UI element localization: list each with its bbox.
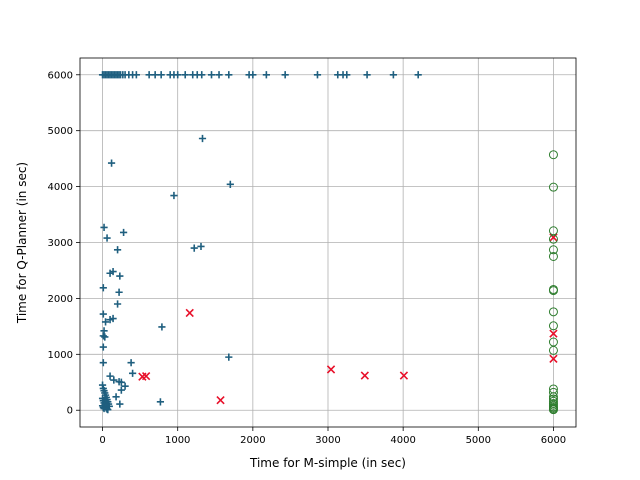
plus-point xyxy=(215,71,223,79)
plus-point xyxy=(121,382,129,390)
x-point xyxy=(216,395,225,405)
plus-point xyxy=(116,272,124,280)
y-tick-label: 4000 xyxy=(48,182,73,193)
plus-point xyxy=(225,71,233,79)
circle-point xyxy=(548,387,558,397)
plus-point xyxy=(197,242,205,251)
x-point xyxy=(399,371,409,380)
x-point xyxy=(326,365,336,374)
plus-point xyxy=(157,71,165,79)
x-tick-label: 0 xyxy=(99,435,105,446)
plus-point xyxy=(281,71,289,79)
x-point xyxy=(549,354,558,363)
circle-point xyxy=(548,182,558,192)
plus-point xyxy=(101,318,110,326)
x-tick-label: 5000 xyxy=(466,435,491,446)
plus-point xyxy=(101,333,109,341)
plus-point xyxy=(104,406,112,414)
plus-point xyxy=(145,71,153,79)
plus-point xyxy=(363,71,371,79)
y-axis-label: Time for Q-Planner (in sec) xyxy=(15,162,29,324)
circle-point xyxy=(548,286,558,296)
plus-point xyxy=(129,369,137,377)
circle-point xyxy=(548,321,558,331)
plus-point xyxy=(99,332,107,340)
plus-point xyxy=(389,71,397,79)
plus-point xyxy=(100,223,108,232)
circle-point xyxy=(548,307,558,317)
plus-point xyxy=(100,404,108,413)
plus-point xyxy=(225,353,233,361)
x-point xyxy=(549,233,558,242)
plus-point xyxy=(99,359,107,367)
plus-point xyxy=(127,359,135,367)
plus-point xyxy=(107,159,116,167)
circle-point xyxy=(548,245,558,255)
ticks-layer: 0 1000 2000 3000 4000 5000 6000 0 1000 2000 3000 40… xyxy=(48,70,567,446)
x-point xyxy=(138,372,147,381)
x-point xyxy=(549,329,558,338)
plus-point xyxy=(207,71,216,79)
plus-point xyxy=(198,134,207,143)
circle-point xyxy=(548,150,558,160)
plus-point xyxy=(414,71,422,79)
x-tick-label: 1000 xyxy=(165,435,190,446)
plus-point xyxy=(119,228,128,237)
y-tick-label: 6000 xyxy=(48,70,73,81)
plus-point xyxy=(115,378,123,386)
x-axis-label: Time for M-simple (in sec) xyxy=(249,456,406,470)
plus-point xyxy=(343,71,351,79)
plus-point xyxy=(198,71,206,79)
plus-point xyxy=(117,386,125,394)
plus-point xyxy=(190,244,198,252)
y-tick-label: 0 xyxy=(67,406,73,417)
plus-point xyxy=(249,71,257,79)
plus-point xyxy=(158,323,166,331)
plus-point xyxy=(115,288,123,296)
plus-point xyxy=(116,400,124,408)
plus-point xyxy=(313,71,322,79)
plus-point xyxy=(109,314,117,323)
plus-point xyxy=(174,71,182,79)
x-tick-label: 2000 xyxy=(240,435,265,446)
x-point xyxy=(185,308,194,318)
plus-point xyxy=(262,71,270,79)
circle-point xyxy=(548,405,558,415)
plus-point xyxy=(181,71,189,79)
plus-point xyxy=(151,71,159,79)
grid-layer xyxy=(80,58,576,427)
x-tick-label: 6000 xyxy=(541,435,566,446)
x-point xyxy=(360,371,369,380)
plus-point xyxy=(103,234,111,242)
plus-point xyxy=(99,310,107,318)
plus-point xyxy=(112,393,120,401)
plus-point xyxy=(113,246,122,254)
y-tick-label: 3000 xyxy=(48,238,73,249)
y-tick-label: 1000 xyxy=(48,350,73,361)
plus-point xyxy=(113,300,122,308)
y-tick-label: 2000 xyxy=(48,294,73,305)
plus-point xyxy=(170,191,178,200)
plus-point xyxy=(109,267,117,276)
x-tick-label: 4000 xyxy=(390,435,415,446)
plus-point xyxy=(132,71,140,79)
plus-point xyxy=(99,343,107,351)
plus-point xyxy=(99,284,107,292)
circle-point xyxy=(548,251,558,261)
plus-point xyxy=(226,180,234,188)
circle-point xyxy=(548,234,558,244)
plus-point xyxy=(106,372,114,380)
points-layer xyxy=(98,71,558,415)
plus-point xyxy=(156,398,165,406)
plus-point xyxy=(110,376,118,384)
circle-point xyxy=(548,345,558,355)
x-tick-label: 3000 xyxy=(315,435,340,446)
y-tick-label: 5000 xyxy=(48,126,73,137)
